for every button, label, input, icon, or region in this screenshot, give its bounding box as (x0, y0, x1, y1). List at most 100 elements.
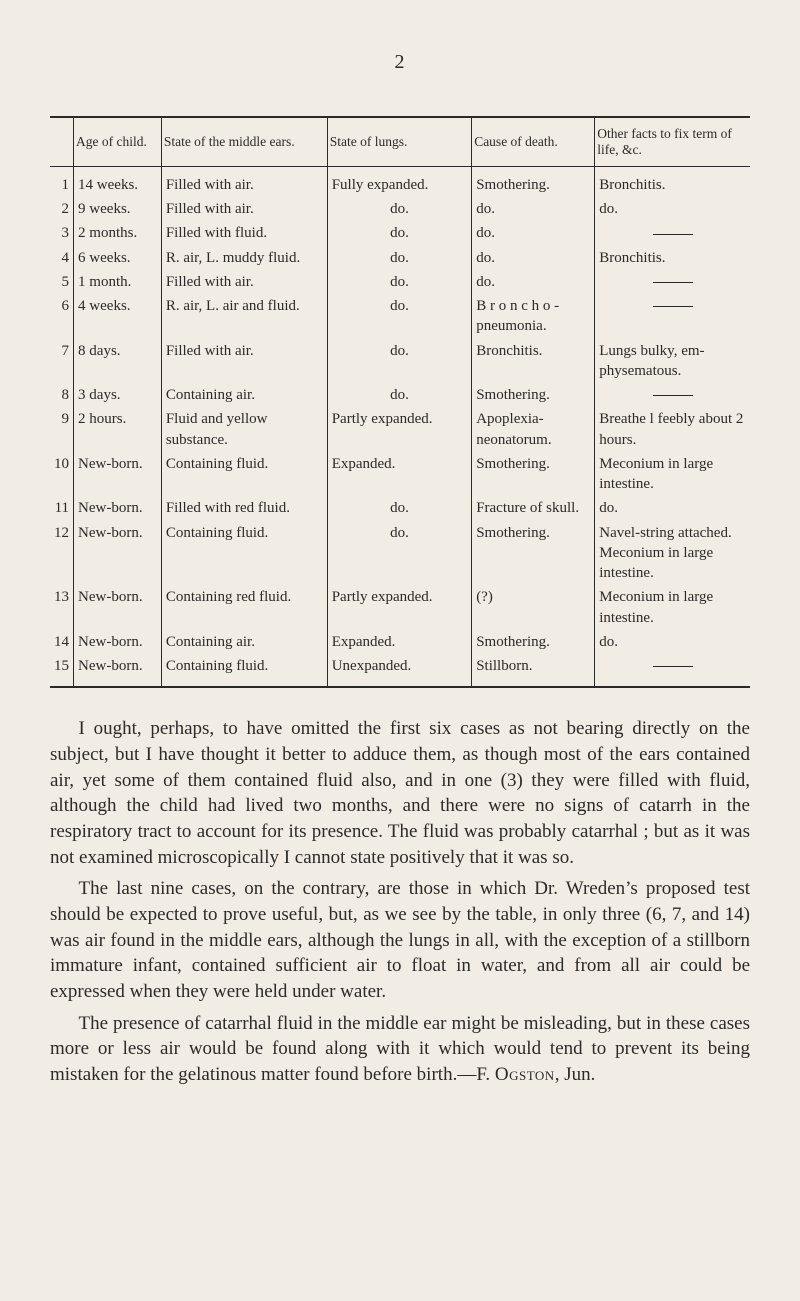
paragraph-text: The presence of catarrhal fluid in the m… (50, 1013, 750, 1085)
cell-lungs: Expanded. (327, 630, 471, 654)
table-row: 46 weeks.R. air, L. muddy fluid.do.do.Br… (50, 246, 750, 270)
cell-lungs: do. (327, 339, 471, 384)
em-dash (653, 306, 693, 307)
cell-cause: Smothering. (472, 630, 595, 654)
cell-index: 8 (50, 383, 74, 407)
cell-cause: Apoplexia-neonatorum. (472, 407, 595, 452)
body-paragraph-1: I ought, perhaps, to have omitted the fi… (50, 716, 750, 870)
cell-facts: Meconium in large intestine. (595, 452, 750, 497)
table-row: 78 days.Filled with air.do.Bronchitis.Lu… (50, 339, 750, 384)
table-row: 15New-born.Containing fluid.Unexpanded.S… (50, 654, 750, 687)
cell-ears: Containing fluid. (161, 654, 327, 687)
cell-facts (595, 221, 750, 245)
author-name: Ogston (495, 1064, 555, 1085)
cell-facts: do. (595, 197, 750, 221)
cell-cause: Smothering. (472, 452, 595, 497)
cell-ears: Filled with air. (161, 197, 327, 221)
cell-index: 13 (50, 585, 74, 630)
table-row: 92 hours.Fluid and yellow substance.Part… (50, 407, 750, 452)
cell-facts: Breathe l feebly about 2 hours. (595, 407, 750, 452)
paragraph-text: The last nine cases, on the contrary, ar… (50, 878, 750, 1002)
cell-index: 10 (50, 452, 74, 497)
cell-facts: do. (595, 496, 750, 520)
body-paragraph-3: The presence of catarrhal fluid in the m… (50, 1011, 750, 1088)
cell-age: 8 days. (74, 339, 162, 384)
cell-age: New-born. (74, 585, 162, 630)
em-dash (653, 282, 693, 283)
header-facts: Other facts to fix term of life, &c. (595, 117, 750, 167)
cell-cause: Smothering. (472, 166, 595, 197)
cell-lungs: Fully expanded. (327, 166, 471, 197)
table-row: 29 weeks.Filled with air.do.do.do. (50, 197, 750, 221)
cell-lungs: Unexpanded. (327, 654, 471, 687)
header-lungs: State of lungs. (327, 117, 471, 167)
cell-ears: Containing air. (161, 383, 327, 407)
cell-index: 1 (50, 166, 74, 197)
table-row: 114 weeks.Filled with air.Fully expanded… (50, 166, 750, 197)
cell-cause: do. (472, 270, 595, 294)
cell-index: 3 (50, 221, 74, 245)
cell-facts (595, 270, 750, 294)
body-paragraph-2: The last nine cases, on the contrary, ar… (50, 876, 750, 1004)
cell-index: 6 (50, 294, 74, 339)
cell-ears: R. air, L. air and fluid. (161, 294, 327, 339)
cell-ears: Containing fluid. (161, 521, 327, 586)
cell-ears: Containing fluid. (161, 452, 327, 497)
cell-index: 12 (50, 521, 74, 586)
table-header-row: Age of child. State of the middle ears. … (50, 117, 750, 167)
cell-facts: Bronchitis. (595, 246, 750, 270)
table-row: 32 months.Filled with fluid.do.do. (50, 221, 750, 245)
cell-lungs: Partly expanded. (327, 585, 471, 630)
cell-age: New-born. (74, 521, 162, 586)
cell-ears: Containing red fluid. (161, 585, 327, 630)
cell-index: 9 (50, 407, 74, 452)
cell-cause: do. (472, 221, 595, 245)
cell-age: 14 weeks. (74, 166, 162, 197)
cell-facts: Lungs bulky, em­physematous. (595, 339, 750, 384)
em-dash (653, 234, 693, 235)
cell-ears: Fluid and yellow substance. (161, 407, 327, 452)
cell-lungs: Expanded. (327, 452, 471, 497)
cell-lungs: do. (327, 246, 471, 270)
cell-ears: Filled with air. (161, 339, 327, 384)
cell-cause: Bronchitis. (472, 339, 595, 384)
cell-ears: Filled with fluid. (161, 221, 327, 245)
table-row: 83 days.Containing air.do.Smothering. (50, 383, 750, 407)
cell-cause: do. (472, 197, 595, 221)
cell-age: 2 hours. (74, 407, 162, 452)
cell-lungs: do. (327, 197, 471, 221)
header-index (50, 117, 74, 167)
cell-facts: Navel-string at­tached. Meco­nium in lar… (595, 521, 750, 586)
cell-age: 3 days. (74, 383, 162, 407)
cell-lungs: do. (327, 270, 471, 294)
cell-facts: Bronchitis. (595, 166, 750, 197)
cell-cause: Smothering. (472, 383, 595, 407)
cell-lungs: do. (327, 383, 471, 407)
cell-facts: do. (595, 630, 750, 654)
paragraph-text: I ought, perhaps, to have omitted the fi… (50, 718, 750, 867)
cell-lungs: do. (327, 496, 471, 520)
cell-lungs: do. (327, 221, 471, 245)
cell-index: 4 (50, 246, 74, 270)
cell-facts (595, 383, 750, 407)
paragraph-text: , Jun. (555, 1064, 596, 1085)
cell-age: 6 weeks. (74, 246, 162, 270)
cell-lungs: do. (327, 294, 471, 339)
cell-cause: (?) (472, 585, 595, 630)
table-row: 10New-born.Containing fluid.Expanded.Smo… (50, 452, 750, 497)
cell-index: 11 (50, 496, 74, 520)
cell-index: 2 (50, 197, 74, 221)
cell-age: New-born. (74, 654, 162, 687)
cell-age: New-born. (74, 496, 162, 520)
cell-age: New-born. (74, 630, 162, 654)
table-row: 51 month.Filled with air.do.do. (50, 270, 750, 294)
cell-ears: Containing air. (161, 630, 327, 654)
cell-ears: Filled with air. (161, 270, 327, 294)
cell-facts (595, 294, 750, 339)
cell-cause: do. (472, 246, 595, 270)
header-ears: State of the middle ears. (161, 117, 327, 167)
cell-ears: Filled with air. (161, 166, 327, 197)
cell-index: 14 (50, 630, 74, 654)
cell-facts (595, 654, 750, 687)
cell-cause: Fracture of skull. (472, 496, 595, 520)
